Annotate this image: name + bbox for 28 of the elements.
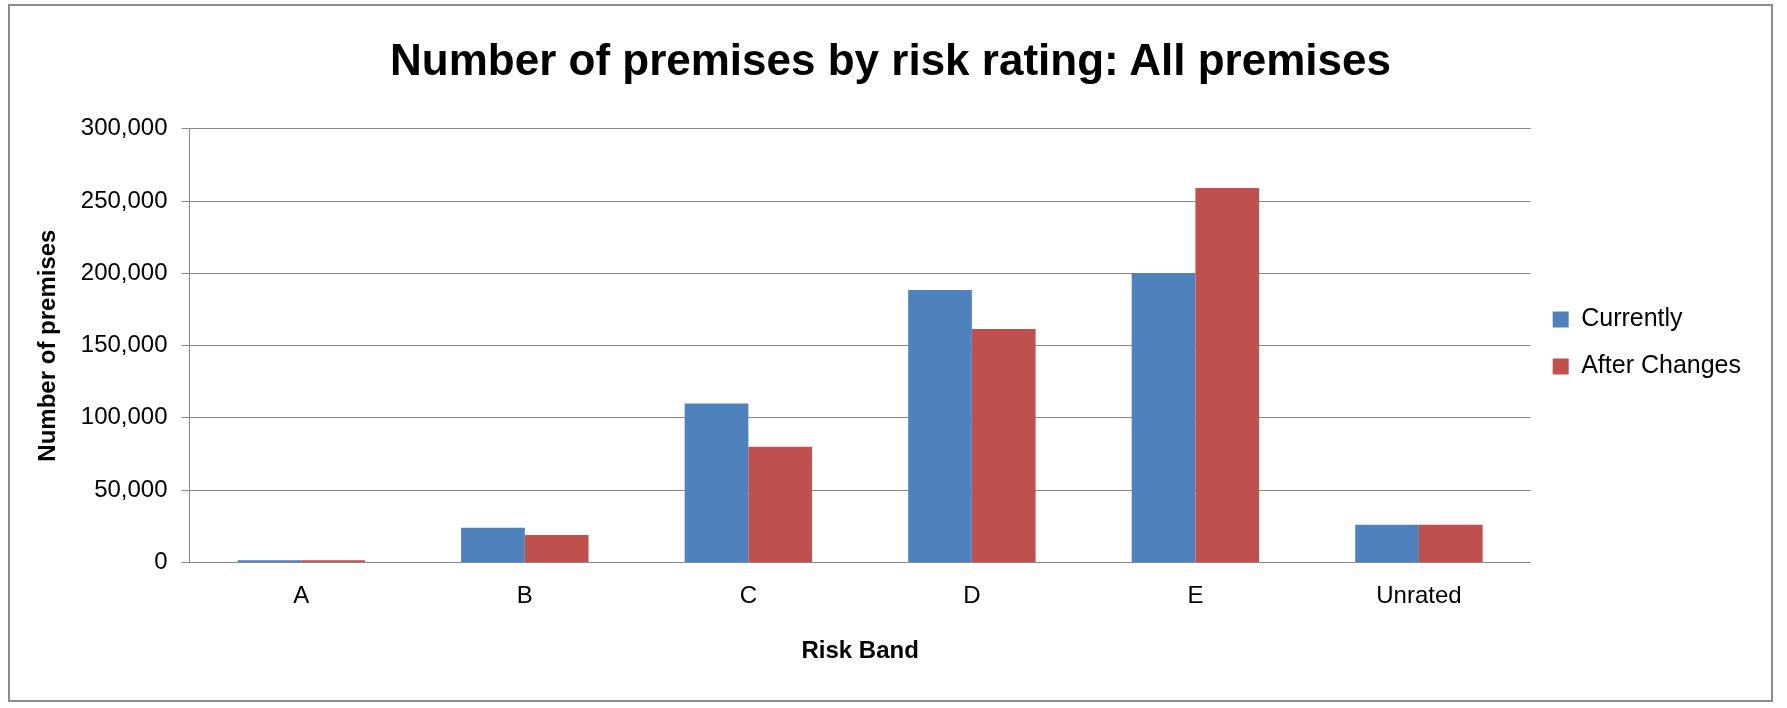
y-tick-label: 0 (154, 547, 168, 575)
x-tick-label: D (963, 581, 981, 609)
bar (461, 527, 525, 562)
x-tick-label: A (293, 581, 310, 609)
x-axis-title: Risk Band (801, 636, 919, 664)
y-tick-label: 200,000 (80, 257, 168, 285)
bar (1131, 273, 1196, 562)
legend-label: Currently (1581, 303, 1684, 332)
chart-title: Number of premises by risk rating: All premises (390, 34, 1391, 84)
y-tick-label: 50,000 (94, 474, 168, 502)
y-tick-label: 300,000 (80, 113, 168, 141)
legend-label: After Changes (1581, 350, 1742, 379)
bar (971, 328, 1036, 562)
x-tick-label: C (739, 581, 758, 609)
bar (524, 534, 589, 562)
x-tick-label: B (516, 581, 533, 609)
bar (1418, 524, 1483, 562)
x-tick-label: E (1187, 581, 1204, 609)
bar (684, 403, 749, 562)
x-tick-label: Unrated (1376, 581, 1462, 609)
y-axis-title: Number of premises (33, 229, 61, 462)
y-tick-label: 250,000 (80, 185, 168, 213)
bar (748, 446, 813, 562)
y-tick-label: 100,000 (80, 402, 168, 430)
bar (908, 289, 972, 562)
bar (1195, 188, 1260, 562)
y-tick-label: 150,000 (80, 330, 168, 358)
bar (1355, 524, 1419, 562)
